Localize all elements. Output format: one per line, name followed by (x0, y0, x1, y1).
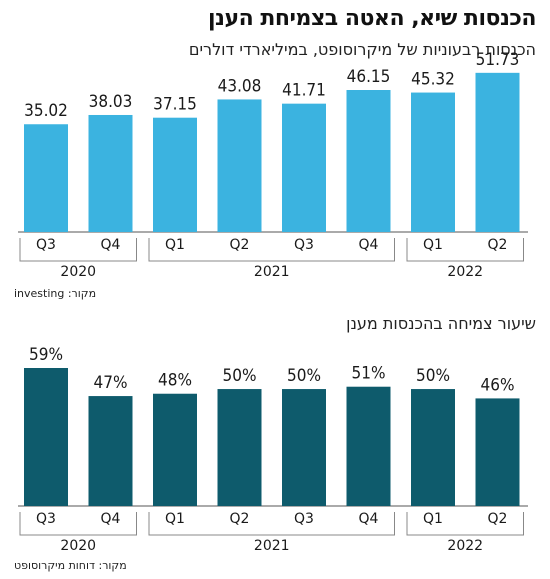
bar (153, 117, 197, 232)
data-label: 48% (158, 371, 192, 391)
data-label: 38.03 (89, 92, 133, 112)
source-note-cloud: מקור: דוחות מיקרוסופט (14, 559, 127, 572)
cloud-growth-bar-chart: 59% Q3 47% Q4 48% Q1 50% Q2 50% Q3 51% Q4 50% Q1 46% Q2… (18, 345, 528, 554)
quarter-tick-label: Q4 (359, 511, 379, 527)
chart-subtitle: הכנסות רבעוניות של מיקרוסופט, במיליארדי … (188, 40, 536, 59)
quarter-tick-label: Q3 (294, 511, 314, 527)
quarter-tick-label: Q3 (36, 511, 56, 527)
bar (346, 386, 391, 506)
data-label: 43.08 (218, 76, 262, 96)
bar (88, 396, 133, 506)
source-note-revenue: מקור: investing (14, 287, 97, 300)
data-label: 51.73 (476, 50, 520, 70)
data-label: 59% (29, 345, 63, 365)
year-bracket (406, 238, 524, 262)
year-label: 2021 (254, 538, 290, 554)
quarter-tick-label: Q2 (230, 237, 250, 253)
bar (24, 368, 68, 506)
year-label: 2020 (60, 538, 96, 554)
quarter-tick-label: Q4 (101, 237, 121, 253)
data-label: 47% (94, 373, 128, 393)
quarter-tick-label: Q2 (488, 237, 508, 253)
year-label: 2022 (447, 264, 483, 280)
bar (411, 92, 455, 232)
bar (411, 389, 455, 506)
quarter-tick-label: Q2 (488, 511, 508, 527)
data-label: 45.32 (411, 70, 455, 90)
quarter-tick-label: Q4 (359, 237, 379, 253)
bar (282, 389, 326, 506)
bar (282, 103, 326, 233)
quarter-tick-label: Q3 (36, 237, 56, 253)
bar (24, 124, 68, 232)
revenue-bar-chart: 35.02 Q3 38.03 Q4 37.15 Q1 43.08 Q2 41.71 Q3 46.15… (18, 50, 528, 280)
chart-title: הכנסות שיא, האטה בצמיחת הענן (207, 6, 537, 31)
data-label: 50% (223, 366, 257, 386)
data-label: 41.71 (282, 81, 326, 101)
year-label: 2020 (60, 264, 96, 280)
data-label: 46.15 (347, 67, 391, 87)
bar (153, 393, 197, 506)
bar (475, 398, 520, 506)
quarter-tick-label: Q3 (294, 237, 314, 253)
quarter-tick-label: Q2 (230, 511, 250, 527)
year-bracket (19, 512, 137, 536)
year-label: 2022 (447, 538, 483, 554)
quarter-tick-label: Q1 (423, 511, 443, 527)
year-bracket (148, 512, 395, 536)
data-label: 51% (352, 364, 386, 384)
bar (88, 114, 133, 232)
cloud-growth-title: שיעור צמיחה בהכנסות מענן (346, 314, 536, 333)
data-label: 46% (481, 375, 515, 395)
data-label: 50% (416, 366, 450, 386)
data-label: 35.02 (24, 101, 68, 121)
quarter-tick-label: Q1 (165, 237, 185, 253)
bar (475, 72, 520, 232)
data-label: 37.15 (153, 95, 197, 115)
bar (346, 90, 391, 232)
quarter-tick-label: Q1 (165, 511, 185, 527)
bar (217, 99, 262, 232)
data-label: 50% (287, 366, 321, 386)
quarter-tick-label: Q1 (423, 237, 443, 253)
year-bracket (19, 238, 137, 262)
quarter-tick-label: Q4 (101, 511, 121, 527)
year-bracket (406, 512, 524, 536)
year-bracket (148, 238, 395, 262)
year-label: 2021 (254, 264, 290, 280)
bar (217, 389, 262, 506)
